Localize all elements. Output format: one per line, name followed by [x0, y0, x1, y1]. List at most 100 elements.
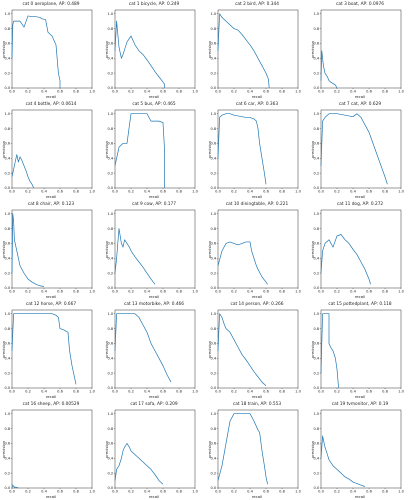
y-tick-label: 0.8	[107, 127, 113, 131]
x-tick-label: 0.4	[350, 90, 356, 94]
y-tick-label: 0.6	[313, 142, 319, 146]
x-axis-label: recall	[45, 94, 57, 99]
chart-title: cat 6 car, AP: 0.363	[235, 102, 279, 107]
x-tick-label: 1.0	[89, 90, 95, 94]
y-tick-label: 0.2	[107, 171, 113, 175]
y-tick-label: 0.8	[4, 427, 10, 431]
y-tick-label: 0.0	[107, 86, 113, 90]
y-tick-label: 0.8	[210, 427, 216, 431]
x-tick-label: 1.0	[398, 190, 404, 194]
chart-title: cat 2 bird, AP: 0.344	[235, 2, 279, 7]
pr-plot: 0.0 0.2 0.4 0.6 0.8 1.0 0.0 0.2 0.4 0.6 0.8 1.0	[210, 209, 302, 294]
y-tick-label: 0.4	[210, 456, 216, 460]
x-tick-label: 0.6	[366, 190, 372, 194]
y-tick-label: 0.4	[107, 156, 113, 160]
y-tick-label: 0.8	[107, 427, 113, 431]
x-tick-label: 0.2	[231, 290, 237, 294]
x-axis-label: recall	[148, 194, 160, 199]
pr-curve-line	[114, 20, 165, 88]
x-tick-label: 0.4	[144, 390, 150, 394]
y-axis-label: precision	[104, 240, 109, 258]
x-tick-label: 1.0	[398, 90, 404, 94]
y-axis-label: precision	[310, 440, 315, 458]
x-tick-label: 0.2	[231, 490, 237, 494]
chart-title: cat 7 cat, AP: 0.629	[338, 102, 382, 107]
y-tick-label: 0.2	[4, 171, 10, 175]
axes-frame	[320, 109, 402, 189]
x-tick-label: 0.6	[57, 90, 63, 94]
chart-title: cat 3 boat, AP: 0.0976	[336, 2, 384, 7]
chart-title: cat 10 diningtable, AP: 0.221	[225, 202, 289, 207]
axes-frame	[217, 209, 299, 289]
x-tick-label: 0.2	[25, 390, 31, 394]
y-tick-label: 0.6	[210, 342, 216, 346]
y-tick-label: 0.2	[313, 371, 319, 375]
y-tick-label: 0.0	[107, 186, 113, 190]
x-axis-label: recall	[354, 494, 366, 499]
y-axis-label: precision	[310, 340, 315, 358]
y-tick-label: 0.0	[4, 486, 10, 490]
y-tick-label: 0.4	[4, 356, 10, 360]
x-tick-label: 0.6	[366, 290, 372, 294]
x-tick-label: 0.8	[176, 290, 182, 294]
y-tick-label: 0.8	[210, 127, 216, 131]
chart-panel-11: cat 11 dog, AP: 0.272 0.0 0.2 0.4 0.6 0.8 1.0 0…	[309, 200, 411, 300]
x-tick-label: 0.2	[231, 90, 237, 94]
chart-title: cat 18 train, AP: 0.553	[232, 402, 282, 407]
x-tick-label: 0.4	[144, 90, 150, 94]
chart-panel-6: cat 6 car, AP: 0.363 0.0 0.2 0.4 0.6 0.8 1.0 0.…	[206, 100, 308, 200]
chart-title: cat 4 bottle, AP: 0.0614	[25, 102, 77, 107]
y-axis-label: precision	[207, 140, 212, 158]
x-axis-label: recall	[251, 94, 263, 99]
x-tick-label: 0.4	[41, 390, 47, 394]
x-tick-label: 0.6	[366, 490, 372, 494]
y-tick-label: 0.2	[210, 471, 216, 475]
chart-panel-2: cat 2 bird, AP: 0.344 0.0 0.2 0.4 0.6 0.8 1.0 0…	[206, 0, 308, 100]
y-tick-label: 0.0	[107, 486, 113, 490]
x-tick-label: 0.6	[160, 190, 166, 194]
y-tick-label: 0.6	[4, 442, 10, 446]
pr-curve-line	[320, 50, 338, 89]
y-tick-label: 0.6	[107, 142, 113, 146]
axes-frame	[11, 409, 93, 489]
x-tick-label: 0.0	[215, 90, 221, 94]
axes-frame	[114, 209, 196, 289]
chart-panel-4: cat 4 bottle, AP: 0.0614 0.0 0.2 0.4 0.6 0.8 1…	[0, 100, 102, 200]
axes-frame	[114, 309, 196, 389]
y-tick-label: 0.2	[107, 271, 113, 275]
y-tick-label: 0.0	[4, 86, 10, 90]
x-tick-label: 0.6	[57, 490, 63, 494]
x-tick-label: 0.2	[25, 490, 31, 494]
chart-panel-3: cat 3 boat, AP: 0.0976 0.0 0.2 0.4 0.6 0.8 1.0…	[309, 0, 411, 100]
chart-title: cat 13 motorbike, AP: 0.466	[123, 302, 185, 307]
x-tick-label: 0.4	[247, 490, 253, 494]
pr-curve-line	[320, 113, 388, 185]
x-tick-label: 0.2	[334, 290, 340, 294]
y-tick-label: 0.0	[313, 486, 319, 490]
y-tick-label: 0.2	[107, 371, 113, 375]
pr-plot: 0.0 0.2 0.4 0.6 0.8 1.0 0.0 0.2 0.4 0.6 0.8 1.0	[4, 209, 96, 294]
x-tick-label: 0.6	[263, 290, 269, 294]
axes-frame	[11, 309, 93, 389]
x-tick-label: 0.0	[112, 190, 118, 194]
y-tick-label: 0.2	[107, 471, 113, 475]
x-tick-label: 0.4	[350, 490, 356, 494]
x-tick-label: 0.4	[144, 490, 150, 494]
x-tick-label: 1.0	[192, 190, 198, 194]
x-tick-label: 1.0	[398, 390, 404, 394]
chart-panel-12: cat 12 horse, AP: 0.667 0.0 0.2 0.4 0.6 0.8 1.…	[0, 300, 102, 400]
x-tick-label: 0.6	[57, 290, 63, 294]
y-tick-label: 0.4	[107, 456, 113, 460]
y-tick-label: 0.8	[313, 27, 319, 31]
y-tick-label: 0.6	[107, 342, 113, 346]
x-axis-label: recall	[45, 194, 57, 199]
x-tick-label: 1.0	[295, 190, 301, 194]
y-axis-label: precision	[207, 440, 212, 458]
x-tick-label: 0.8	[176, 490, 182, 494]
y-tick-label: 0.2	[107, 71, 113, 75]
y-tick-label: 1.0	[107, 212, 113, 216]
chart-panel-0: cat 0 aeroplane, AP: 0.489 0.0 0.2 0.4 0.6 0.…	[0, 0, 102, 100]
y-tick-label: 0.8	[313, 227, 319, 231]
chart-title: cat 17 sofa, AP: 0.209	[130, 402, 178, 407]
pr-plot: 0.0 0.2 0.4 0.6 0.8 1.0 0.0 0.2 0.4 0.6 0.8 1.0	[107, 109, 199, 194]
